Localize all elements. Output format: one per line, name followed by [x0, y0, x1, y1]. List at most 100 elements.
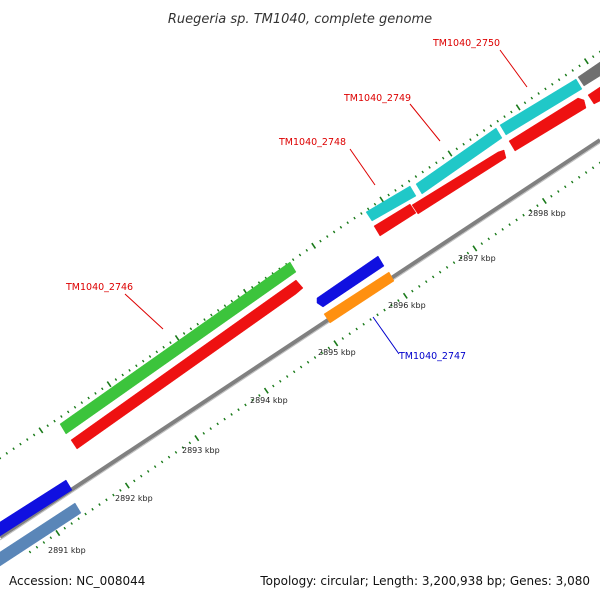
feature-green-2746[interactable] [59, 261, 297, 435]
tick-minor [510, 110, 513, 114]
tick-minor [360, 212, 363, 215]
tick-major [402, 292, 408, 299]
tick-minor [522, 213, 525, 217]
gene-label-2750[interactable]: TM1040_2750 [432, 38, 500, 49]
tick-minor [114, 378, 118, 381]
tick-minor [319, 239, 322, 243]
tick-minor [278, 379, 282, 383]
tick-minor [155, 350, 159, 354]
tick-minor [91, 507, 94, 511]
tick-minor [557, 78, 561, 82]
feature-cyan-2750[interactable] [499, 78, 583, 136]
tick-minor [591, 55, 595, 58]
tick-minor [77, 517, 80, 521]
feature-blue-left[interactable] [0, 479, 73, 537]
tick-minor [557, 190, 560, 193]
tick-minor [133, 479, 136, 483]
tick-minor [128, 368, 131, 372]
tick-minor [424, 280, 428, 283]
tick-minor [87, 396, 90, 400]
tick-minor [139, 474, 143, 478]
kbp-label: 2893 kbp [182, 446, 220, 455]
tick-minor [285, 375, 289, 378]
tick-minor [237, 295, 240, 298]
tick-minor [209, 427, 212, 431]
gene-label-2747[interactable]: TM1040_2747 [398, 351, 466, 362]
tick-minor [466, 251, 470, 255]
tick-minor [459, 256, 463, 260]
feature-red-top[interactable] [587, 86, 600, 105]
tick-minor [153, 465, 157, 468]
tick-minor [339, 225, 343, 229]
kbp-label: 2894 kbp [250, 396, 288, 405]
feature-cyan-2748[interactable] [365, 185, 417, 222]
tick-minor [305, 249, 309, 252]
tick-minor [251, 398, 254, 402]
kbp-label: 2895 kbp [318, 348, 356, 357]
feature-gray-top[interactable] [577, 61, 600, 87]
tick-minor [167, 455, 171, 459]
tick-minor [28, 550, 32, 554]
tick-minor [383, 308, 386, 312]
tick-minor [348, 332, 352, 336]
tick-minor [135, 364, 138, 368]
tick-minor [84, 512, 87, 516]
tick-minor [160, 460, 164, 464]
tick-major [55, 529, 61, 537]
kbp-label: 2897 kbp [458, 254, 496, 263]
tick-minor [414, 175, 418, 178]
tick-minor [421, 170, 424, 174]
tick-minor [70, 522, 73, 525]
tick-minor [291, 258, 295, 261]
tick-minor [431, 275, 435, 279]
feature-red-2746[interactable] [70, 279, 304, 450]
kbp-label: 2896 kbp [388, 301, 426, 310]
feature-orange-2747[interactable] [323, 271, 395, 324]
tick-minor [441, 156, 445, 160]
tick-minor [80, 401, 84, 405]
tick-major [311, 242, 317, 249]
feature-blue-2747[interactable] [316, 255, 385, 308]
tick-minor [501, 228, 504, 231]
gene-label-2746[interactable]: TM1040_2746 [65, 282, 133, 293]
feature-cyan-2749[interactable] [415, 127, 503, 195]
tick-minor [515, 218, 518, 222]
tick-major [472, 245, 478, 252]
tick-minor [121, 373, 124, 377]
tick-minor [401, 184, 404, 188]
tick-minor [445, 265, 449, 269]
tick-minor [452, 261, 456, 265]
feature-red-2750[interactable] [508, 97, 587, 152]
tick-minor [244, 403, 247, 407]
tick-minor [551, 82, 554, 86]
tick-minor [563, 185, 567, 189]
tick-minor [355, 327, 358, 331]
tick-minor [469, 138, 472, 142]
tick-minor [536, 204, 539, 208]
tick-major [174, 334, 180, 342]
tick-minor [476, 133, 479, 137]
tick-row-outer [0, 50, 600, 460]
tick-minor [544, 87, 547, 91]
tick-minor [182, 332, 186, 335]
kbp-label: 2898 kbp [528, 209, 566, 218]
tick-minor [591, 166, 595, 170]
tick-minor [578, 64, 581, 68]
leader-lines [124, 49, 528, 355]
tick-minor [306, 360, 310, 364]
gene-label-2749[interactable]: TM1040_2749 [343, 93, 411, 104]
tick-minor [577, 175, 581, 179]
tick-minor [570, 180, 574, 184]
gene-label-2748[interactable]: TM1040_2748 [278, 137, 346, 148]
feature-red-2748[interactable] [373, 203, 417, 237]
tick-minor [320, 351, 324, 355]
feature-red-2749[interactable] [411, 149, 507, 215]
tick-major [38, 427, 44, 434]
tick-minor [98, 503, 101, 506]
tick-minor [196, 322, 199, 326]
tick-minor [353, 216, 356, 220]
tick-minor [482, 129, 486, 132]
tick-minor [60, 415, 63, 418]
feature-steelblue-left[interactable] [0, 502, 82, 567]
